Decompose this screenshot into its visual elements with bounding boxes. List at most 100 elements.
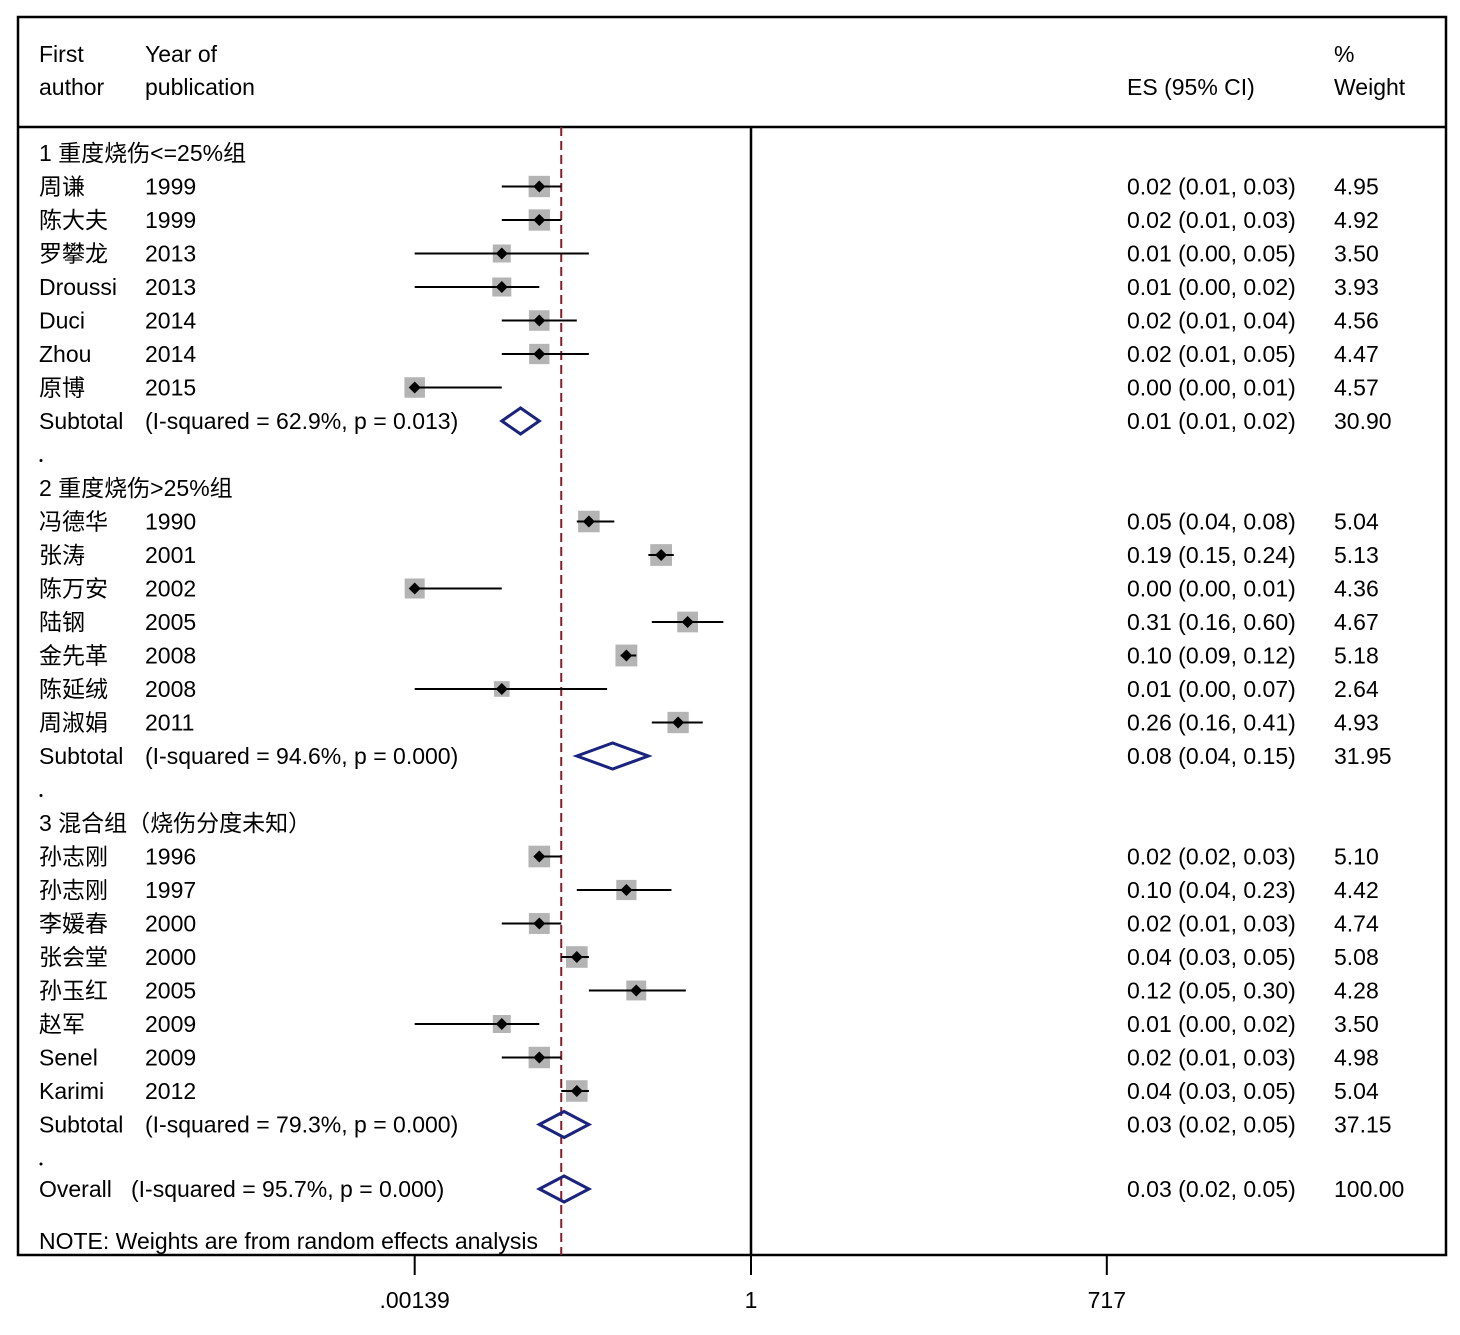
point-estimate <box>495 1018 508 1030</box>
study-author: Senel <box>39 1045 98 1071</box>
study-es-ci: 0.10 (0.04, 0.23) <box>1127 877 1296 903</box>
study-author: 孙志刚 <box>39 844 108 870</box>
study-author: 陈延绒 <box>39 676 108 702</box>
study-author: 陈万安 <box>39 576 108 602</box>
group-heading: 2 重度烧伤>25%组 <box>39 475 233 501</box>
study-es-ci: 0.19 (0.15, 0.24) <box>1127 542 1296 568</box>
study-year: 2000 <box>145 911 196 937</box>
header-author-line1: First <box>39 41 84 67</box>
study-year: 2009 <box>145 1045 196 1071</box>
point-estimate <box>533 180 546 193</box>
study-year: 1999 <box>145 174 196 200</box>
spacer-dot <box>39 794 43 797</box>
point-estimate <box>681 616 694 628</box>
study-weight: 4.67 <box>1334 609 1379 635</box>
study-year: 2015 <box>145 375 196 401</box>
study-year: 2008 <box>145 676 196 702</box>
study-weight: 4.42 <box>1334 877 1379 903</box>
study-year: 2012 <box>145 1078 196 1104</box>
study-es-ci: 0.04 (0.03, 0.05) <box>1127 944 1296 970</box>
study-weight: 3.50 <box>1334 1011 1379 1037</box>
study-year: 2014 <box>145 341 196 367</box>
study-weight: 4.92 <box>1334 207 1379 233</box>
overall-diamond <box>536 1174 593 1204</box>
study-year: 2005 <box>145 609 196 635</box>
subtotal-stats: (I-squared = 62.9%, p = 0.013) <box>145 408 458 434</box>
study-weight: 4.47 <box>1334 341 1379 367</box>
subtotal-label: Subtotal <box>39 743 123 769</box>
subtotal-weight: 30.90 <box>1334 408 1392 434</box>
spacer-dot <box>39 1162 43 1166</box>
study-year: 2008 <box>145 643 196 669</box>
study-weight: 5.04 <box>1334 509 1379 535</box>
note-text: NOTE: Weights are from random effects an… <box>39 1228 538 1254</box>
group-heading: 3 混合组（烧伤分度未知） <box>39 810 311 836</box>
header-weight-line2: Weight <box>1334 74 1406 100</box>
study-year: 2011 <box>145 710 194 736</box>
header-weight-line1: % <box>1334 41 1354 67</box>
study-es-ci: 0.26 (0.16, 0.41) <box>1127 710 1296 736</box>
study-weight: 5.08 <box>1334 944 1379 970</box>
study-author: Duci <box>39 308 85 334</box>
study-year: 2013 <box>145 274 196 300</box>
study-year: 2009 <box>145 1011 196 1037</box>
study-author: Droussi <box>39 274 117 300</box>
subtotal-diamond <box>536 1109 593 1140</box>
study-es-ci: 0.02 (0.01, 0.03) <box>1127 1045 1296 1071</box>
overall-weight: 100.00 <box>1334 1176 1404 1202</box>
group-heading: 1 重度烧伤<=25%组 <box>39 140 246 166</box>
study-es-ci: 0.00 (0.00, 0.01) <box>1127 576 1296 602</box>
study-es-ci: 0.02 (0.01, 0.03) <box>1127 174 1296 200</box>
subtotal-label: Subtotal <box>39 1112 123 1138</box>
subtotal-es-ci: 0.08 (0.04, 0.15) <box>1127 743 1296 769</box>
point-estimate <box>630 984 643 997</box>
point-estimate <box>533 917 546 930</box>
study-author: 张涛 <box>39 542 85 568</box>
point-estimate <box>620 884 633 896</box>
header-year-line2: publication <box>145 74 255 100</box>
point-estimate <box>655 549 668 561</box>
point-estimate <box>570 1085 583 1097</box>
study-weight: 4.95 <box>1334 174 1379 200</box>
point-estimate <box>620 649 633 662</box>
study-author: 陈大夫 <box>39 207 108 233</box>
study-es-ci: 0.02 (0.01, 0.03) <box>1127 911 1296 937</box>
study-author: 张会堂 <box>39 944 108 970</box>
point-estimate <box>408 582 421 595</box>
header-es-label: ES (95% CI) <box>1127 74 1255 100</box>
subtotal-label: Subtotal <box>39 408 123 434</box>
subtotal-stats: (I-squared = 79.3%, p = 0.000) <box>145 1112 458 1138</box>
study-es-ci: 0.04 (0.03, 0.05) <box>1127 1078 1296 1104</box>
point-estimate <box>582 515 595 528</box>
study-author: Karimi <box>39 1078 104 1104</box>
study-weight: 3.50 <box>1334 241 1379 267</box>
study-weight: 4.28 <box>1334 978 1379 1004</box>
study-author: Zhou <box>39 341 91 367</box>
study-weight: 4.36 <box>1334 576 1379 602</box>
study-year: 2005 <box>145 978 196 1004</box>
study-author: 陆钢 <box>39 609 85 635</box>
study-weight: 4.57 <box>1334 375 1379 401</box>
point-estimate <box>495 281 508 293</box>
x-tick-label: 717 <box>1088 1287 1126 1313</box>
study-es-ci: 0.10 (0.09, 0.12) <box>1127 643 1296 669</box>
study-es-ci: 0.01 (0.00, 0.02) <box>1127 1011 1296 1037</box>
plot-frame <box>16 15 1448 1257</box>
point-estimate <box>533 314 546 327</box>
point-estimate <box>533 214 546 226</box>
header-author-line2: author <box>39 74 105 100</box>
study-weight: 2.64 <box>1334 676 1379 702</box>
x-tick-label: .00139 <box>380 1287 450 1313</box>
study-author: 周谦 <box>39 174 85 200</box>
study-weight: 4.93 <box>1334 710 1379 736</box>
study-es-ci: 0.00 (0.00, 0.01) <box>1127 375 1296 401</box>
subtotal-stats: (I-squared = 94.6%, p = 0.000) <box>145 743 458 769</box>
point-estimate <box>672 716 685 729</box>
study-year: 1997 <box>145 877 196 903</box>
study-author: 李媛春 <box>39 911 108 937</box>
point-estimate <box>495 247 508 260</box>
spacer-dot <box>39 459 43 462</box>
point-estimate <box>408 381 421 394</box>
study-author: 原博 <box>39 375 85 401</box>
